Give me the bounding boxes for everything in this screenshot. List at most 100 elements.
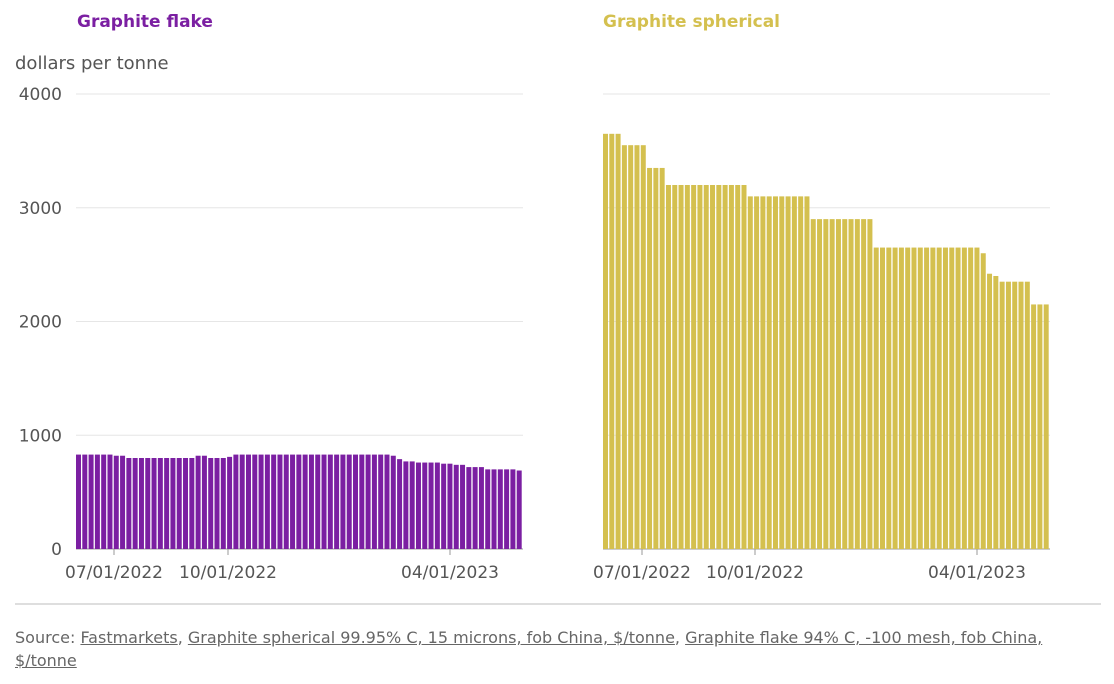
bar-spherical-29 bbox=[785, 196, 791, 549]
bar-spherical-10 bbox=[665, 185, 671, 549]
bar-flake-67 bbox=[497, 469, 503, 549]
chart-title-graphite-flake: Graphite flake bbox=[77, 12, 213, 32]
bar-spherical-33 bbox=[810, 219, 816, 549]
x-tick-label-spherical-2: 04/01/2023 bbox=[928, 563, 1026, 583]
bar-flake-43 bbox=[346, 454, 352, 549]
bar-flake-14 bbox=[164, 458, 170, 549]
bar-flake-70 bbox=[516, 470, 522, 549]
bar-spherical-26 bbox=[766, 196, 772, 549]
bar-spherical-5 bbox=[634, 145, 640, 549]
bar-flake-63 bbox=[472, 467, 478, 549]
bar-flake-6 bbox=[113, 455, 119, 549]
bar-spherical-23 bbox=[747, 196, 753, 549]
bar-spherical-56 bbox=[955, 247, 961, 549]
bar-flake-24 bbox=[227, 456, 233, 549]
bar-flake-54 bbox=[415, 462, 421, 549]
source-note: Source: Fastmarkets, Graphite spherical … bbox=[15, 628, 1043, 670]
bar-spherical-24 bbox=[754, 196, 760, 549]
bar-spherical-16 bbox=[703, 185, 709, 549]
bar-flake-18 bbox=[189, 458, 195, 549]
bar-flake-49 bbox=[384, 454, 390, 549]
bar-spherical-69 bbox=[1037, 304, 1043, 549]
source-link-graphite-spherical[interactable]: Graphite spherical 99.95% C, 15 microns,… bbox=[187, 628, 675, 647]
bar-spherical-21 bbox=[735, 185, 741, 549]
bar-flake-16 bbox=[176, 458, 182, 549]
bar-flake-38 bbox=[315, 454, 321, 549]
bar-spherical-63 bbox=[999, 281, 1005, 549]
bar-flake-57 bbox=[434, 462, 440, 549]
bar-flake-64 bbox=[478, 467, 484, 549]
bar-flake-21 bbox=[208, 458, 214, 549]
bar-flake-20 bbox=[201, 455, 207, 549]
bar-spherical-58 bbox=[968, 247, 974, 549]
bar-spherical-54 bbox=[942, 247, 948, 549]
bar-flake-48 bbox=[378, 454, 384, 549]
bar-spherical-48 bbox=[905, 247, 911, 549]
bar-spherical-11 bbox=[672, 185, 678, 549]
bar-spherical-4 bbox=[628, 145, 634, 549]
source-link-fastmarkets[interactable]: Fastmarkets bbox=[80, 628, 178, 647]
x-tick-label-spherical-1: 10/01/2022 bbox=[706, 563, 804, 583]
bar-flake-22 bbox=[214, 458, 220, 549]
bar-flake-8 bbox=[126, 458, 132, 549]
bar-spherical-17 bbox=[710, 185, 716, 549]
x-tick-label-flake-1: 10/01/2022 bbox=[179, 563, 277, 583]
bar-spherical-6 bbox=[640, 145, 646, 549]
bar-flake-62 bbox=[466, 467, 472, 549]
y-axis-label: dollars per tonne bbox=[15, 53, 169, 74]
bar-spherical-70 bbox=[1043, 304, 1049, 549]
bar-flake-37 bbox=[308, 454, 314, 549]
bar-spherical-42 bbox=[867, 219, 873, 549]
bar-flake-23 bbox=[220, 458, 226, 549]
bar-spherical-13 bbox=[684, 185, 690, 549]
bar-spherical-52 bbox=[930, 247, 936, 549]
bar-spherical-8 bbox=[653, 167, 659, 549]
chart-title-graphite-spherical: Graphite spherical bbox=[603, 12, 780, 32]
bar-flake-2 bbox=[88, 454, 94, 549]
x-tick-label-flake-2: 04/01/2023 bbox=[401, 563, 499, 583]
bar-spherical-25 bbox=[760, 196, 766, 549]
bar-spherical-12 bbox=[678, 185, 684, 549]
bar-flake-51 bbox=[397, 459, 403, 549]
bar-flake-56 bbox=[428, 462, 434, 549]
bar-spherical-43 bbox=[873, 247, 879, 549]
bar-spherical-37 bbox=[835, 219, 841, 549]
bar-flake-28 bbox=[252, 454, 258, 549]
bar-spherical-0 bbox=[603, 133, 608, 549]
bar-flake-68 bbox=[504, 469, 510, 549]
bar-flake-15 bbox=[170, 458, 176, 549]
bar-flake-33 bbox=[283, 454, 289, 549]
chart-area: 0 1000 2000 3000 4000 07/01/2022 10/01/2022 04/… bbox=[19, 85, 1050, 583]
bar-flake-65 bbox=[485, 469, 491, 549]
bar-spherical-59 bbox=[974, 247, 980, 549]
bar-spherical-47 bbox=[898, 247, 904, 549]
bar-spherical-22 bbox=[741, 185, 747, 549]
bar-flake-7 bbox=[120, 455, 126, 549]
bar-flake-66 bbox=[491, 469, 497, 549]
bar-flake-53 bbox=[409, 461, 415, 549]
x-tick-label-flake-0: 07/01/2022 bbox=[65, 563, 163, 583]
source-link-graphite-flake[interactable]: Graphite flake 94% C, -100 mesh, fob Chi… bbox=[15, 628, 1043, 670]
bar-flake-35 bbox=[296, 454, 302, 549]
bar-flake-69 bbox=[510, 469, 516, 549]
bar-spherical-50 bbox=[917, 247, 923, 549]
bar-spherical-36 bbox=[829, 219, 835, 549]
bar-flake-46 bbox=[365, 454, 371, 549]
y-tick-label-4000: 4000 bbox=[19, 85, 62, 105]
bar-flake-32 bbox=[277, 454, 283, 549]
bar-spherical-19 bbox=[722, 185, 728, 549]
bar-spherical-27 bbox=[772, 196, 778, 549]
bar-flake-40 bbox=[327, 454, 333, 549]
bar-spherical-67 bbox=[1024, 281, 1030, 549]
bar-flake-11 bbox=[145, 458, 151, 549]
bar-spherical-66 bbox=[1018, 281, 1024, 549]
bar-flake-13 bbox=[157, 458, 163, 549]
bar-flake-0 bbox=[76, 454, 81, 549]
source-prefix: Source: bbox=[15, 628, 81, 647]
bar-flake-55 bbox=[422, 462, 428, 549]
bar-flake-52 bbox=[403, 461, 409, 549]
y-tick-label-1000: 1000 bbox=[19, 426, 62, 446]
bar-spherical-31 bbox=[798, 196, 804, 549]
bar-flake-17 bbox=[183, 458, 189, 549]
bar-spherical-38 bbox=[842, 219, 848, 549]
